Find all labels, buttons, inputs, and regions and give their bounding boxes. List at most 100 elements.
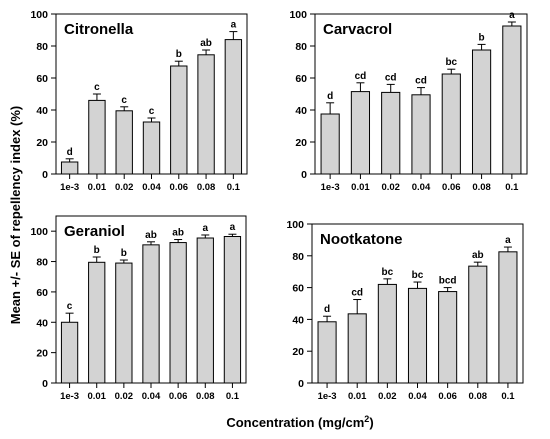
carvacrol-bar xyxy=(471,49,492,175)
nootkatone-ytick-label: 40 xyxy=(292,314,304,326)
nootkatone-xtick-label: 0.04 xyxy=(408,391,427,402)
geraniol-significance-letter: a xyxy=(203,223,209,234)
nootkatone-significance-letter: bc xyxy=(382,267,394,278)
carvacrol-xtick-label: 0.04 xyxy=(412,182,431,193)
nootkatone-xtick-label: 0.01 xyxy=(348,391,367,402)
nootkatone-significance-letter: cd xyxy=(351,288,363,299)
nootkatone-significance-letter: a xyxy=(505,235,511,246)
carvacrol-bar xyxy=(350,91,371,175)
nootkatone-xtick-label: 0.02 xyxy=(378,391,397,402)
geraniol-bar xyxy=(115,262,133,384)
citronella-significance-letter: c xyxy=(94,82,100,93)
x-axis-title-close: ) xyxy=(369,415,373,430)
nootkatone-bar xyxy=(377,283,397,384)
carvacrol-xtick-label: 0.01 xyxy=(351,182,370,193)
nootkatone-xtick-label: 0.08 xyxy=(469,391,488,402)
carvacrol-ytick-label: 40 xyxy=(295,105,307,117)
citronella-xtick-label: 0.1 xyxy=(227,182,241,193)
carvacrol-significance-letter: a xyxy=(509,10,515,21)
carvacrol-xtick-label: 0.1 xyxy=(505,182,519,193)
nootkatone-bar xyxy=(468,265,488,384)
geraniol-xtick-label: 0.08 xyxy=(196,391,215,402)
nootkatone-ytick-label: 60 xyxy=(292,283,304,295)
geraniol-significance-letter: b xyxy=(121,248,127,259)
nootkatone-ytick-label: 0 xyxy=(298,378,304,390)
citronella-significance-letter: c xyxy=(149,106,155,117)
citronella-significance-letter: d xyxy=(67,147,73,158)
carvacrol-xtick-label: 1e-3 xyxy=(321,182,340,193)
geraniol-ytick-label: 40 xyxy=(36,317,48,329)
geraniol-ytick-label: 80 xyxy=(36,257,48,269)
carvacrol-plot-frame xyxy=(314,13,528,175)
geraniol-significance-letter: ab xyxy=(145,230,157,241)
geraniol-xtick-label: 0.06 xyxy=(169,391,188,402)
nootkatone-bar xyxy=(438,291,458,384)
geraniol-significance-letter: b xyxy=(94,245,100,256)
nootkatone-title: Nootkatone xyxy=(320,231,403,248)
x-axis-title-sup: 2 xyxy=(364,414,369,424)
carvacrol-bar xyxy=(381,91,401,175)
citronella-xtick-label: 0.02 xyxy=(115,182,134,193)
carvacrol-ytick-label: 100 xyxy=(289,9,307,21)
citronella-ytick-label: 60 xyxy=(36,73,48,85)
carvacrol-significance-letter: b xyxy=(479,32,485,43)
geraniol-plot-frame xyxy=(55,215,247,384)
geraniol-xtick-label: 0.04 xyxy=(142,391,161,402)
nootkatone-xtick-label: 0.06 xyxy=(438,391,457,402)
geraniol-title: Geraniol xyxy=(64,223,125,240)
nootkatone-plot-frame xyxy=(311,223,524,384)
carvacrol-significance-letter: cd xyxy=(355,71,367,82)
panel-citronella: 0 20 40 60 80 100 d 1e-3 c 0.01 c 0.02 c 0.04 b 0.06 ab 0… xyxy=(30,9,248,193)
geraniol-xtick-label: 1e-3 xyxy=(60,391,79,402)
citronella-xtick-label: 1e-3 xyxy=(60,182,79,193)
citronella-title: Citronella xyxy=(64,21,134,38)
geraniol-significance-letter: a xyxy=(230,222,236,233)
geraniol-bar xyxy=(88,261,106,384)
geraniol-significance-letter: ab xyxy=(172,228,184,239)
citronella-plot-frame xyxy=(55,13,248,175)
nootkatone-ytick-label: 100 xyxy=(286,219,304,231)
nootkatone-significance-letter: d xyxy=(324,304,330,315)
citronella-ytick-label: 100 xyxy=(30,9,48,21)
geraniol-xtick-label: 0.01 xyxy=(87,391,106,402)
citronella-bar xyxy=(224,39,243,175)
citronella-bar xyxy=(60,161,79,175)
x-axis-title: Concentration (mg/cm2) xyxy=(226,414,373,430)
carvacrol-xtick-label: 0.08 xyxy=(472,182,491,193)
nootkatone-significance-letter: bc xyxy=(412,270,424,281)
geraniol-bar xyxy=(196,237,214,384)
citronella-xtick-label: 0.06 xyxy=(170,182,189,193)
citronella-significance-letter: c xyxy=(121,95,127,106)
citronella-significance-letter: ab xyxy=(200,38,212,49)
carvacrol-bar xyxy=(502,25,522,175)
nootkatone-bar xyxy=(498,251,518,384)
citronella-bar xyxy=(115,110,133,175)
carvacrol-significance-letter: cd xyxy=(385,72,397,83)
geraniol-ytick-label: 100 xyxy=(30,226,48,238)
citronella-significance-letter: a xyxy=(231,20,237,31)
nootkatone-bar xyxy=(317,321,337,384)
geraniol-bar xyxy=(169,242,187,384)
carvacrol-significance-letter: d xyxy=(327,91,333,102)
geraniol-bar xyxy=(60,321,79,384)
panel-nootkatone: 0 20 40 60 80 100 d 1e-3 cd 0.01 bc 0.02 bc 0.04 bcd 0.… xyxy=(286,219,524,402)
carvacrol-bar xyxy=(411,94,431,175)
carvacrol-ytick-label: 20 xyxy=(295,137,307,149)
nootkatone-xtick-label: 0.1 xyxy=(501,391,515,402)
carvacrol-xtick-label: 0.02 xyxy=(381,182,400,193)
citronella-significance-letter: b xyxy=(176,49,182,60)
geraniol-bar xyxy=(142,244,160,384)
citronella-ytick-label: 20 xyxy=(36,137,48,149)
carvacrol-xtick-label: 0.06 xyxy=(442,182,461,193)
panels: 020406080100d1e-3c0.01c0.02c0.04b0.06ab0… xyxy=(30,9,528,402)
nootkatone-significance-letter: bcd xyxy=(439,276,457,287)
carvacrol-significance-letter: bc xyxy=(445,57,457,68)
nootkatone-bar xyxy=(407,287,428,384)
nootkatone-ytick-label: 80 xyxy=(292,251,304,263)
y-axis-title: Mean +/- SE of repellency index (%) xyxy=(8,106,23,325)
citronella-ytick-label: 40 xyxy=(36,105,48,117)
geraniol-xtick-label: 0.1 xyxy=(226,391,240,402)
panel-geraniol: 0 20 40 60 80 100 c 1e-3 b 0.01 b 0.02 ab 0.04 ab 0.06 a… xyxy=(30,215,247,402)
nootkatone-bar xyxy=(347,313,367,384)
